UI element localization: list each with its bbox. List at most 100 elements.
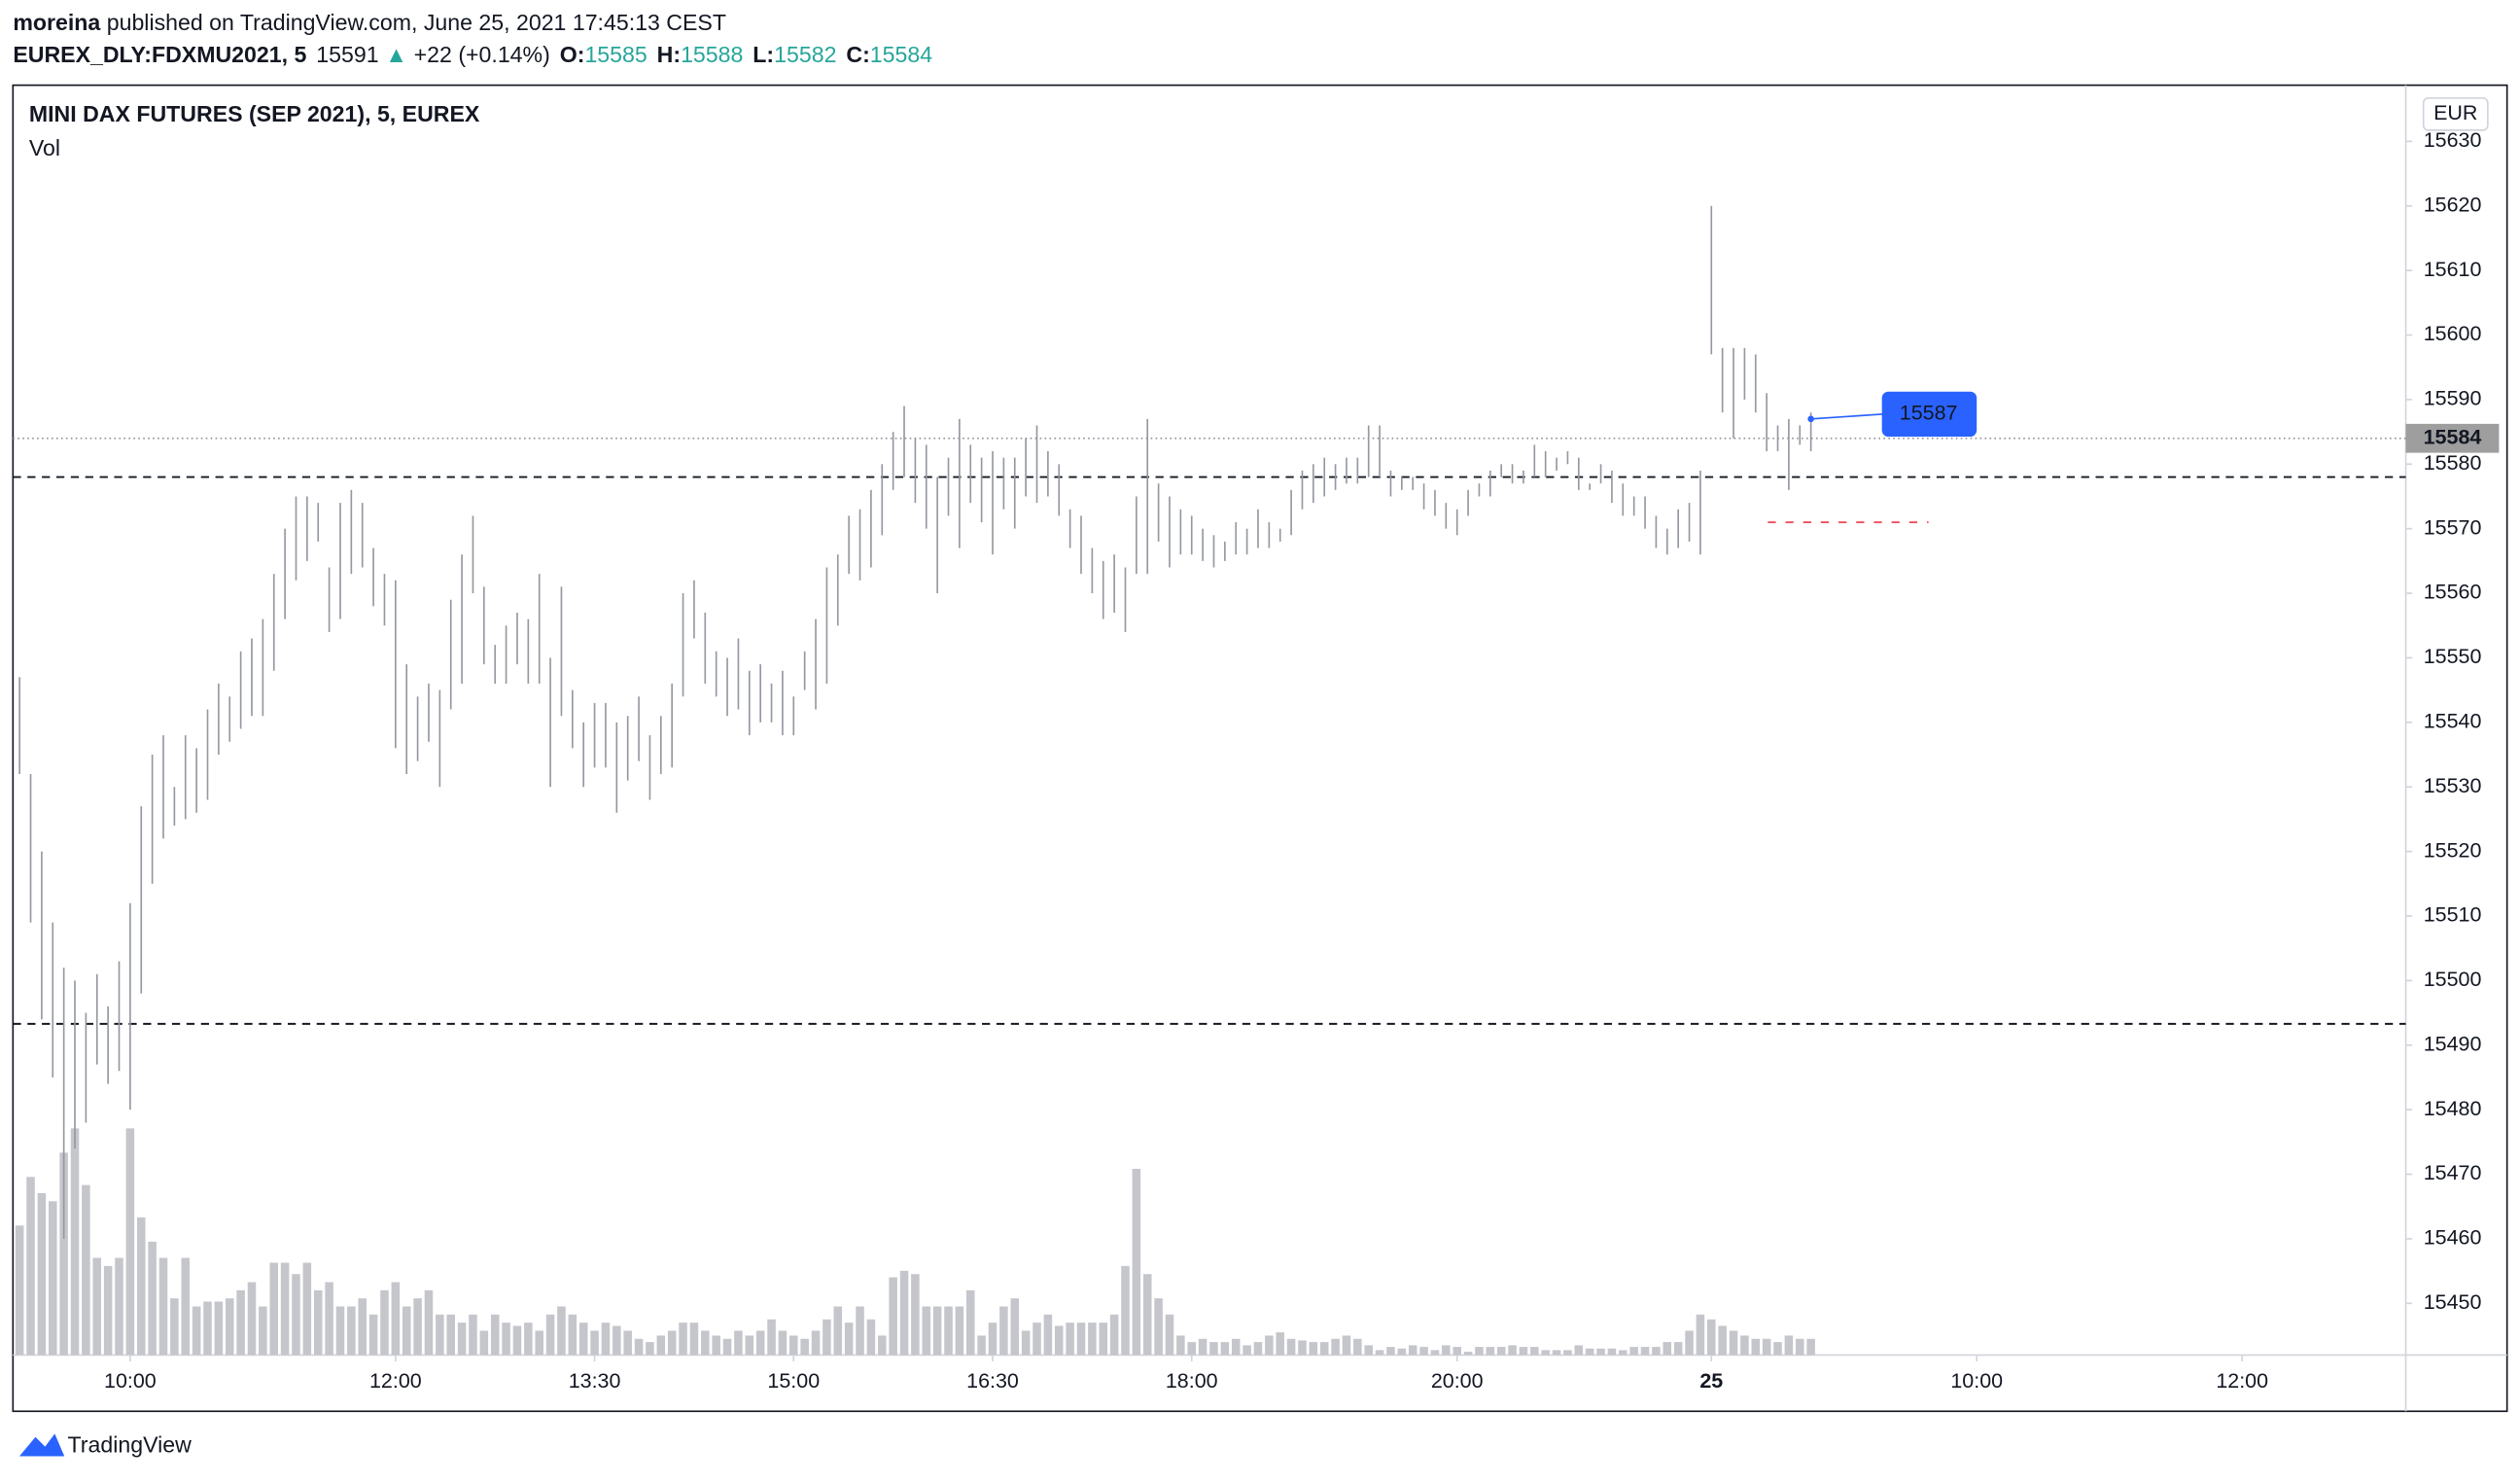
volume-bar <box>269 1262 279 1356</box>
symbol: EUREX_DLY:FDXMU2021, 5 <box>13 42 306 67</box>
volume-bar <box>148 1241 157 1356</box>
currency-box[interactable] <box>2422 97 2489 131</box>
volume-bar <box>977 1335 986 1356</box>
volume-bar <box>1154 1298 1163 1356</box>
volume-bar <box>347 1306 356 1356</box>
volume-bar <box>1364 1345 1373 1356</box>
volume-bar <box>1309 1342 1318 1356</box>
volume-bar <box>1442 1345 1451 1356</box>
volume-bar <box>1187 1342 1197 1356</box>
volume-bar <box>1762 1338 1771 1356</box>
volume-bar <box>37 1192 47 1356</box>
volume-bar <box>1198 1338 1208 1356</box>
volume-bar <box>1176 1335 1185 1356</box>
last-price-label: 15584 <box>2424 425 2482 448</box>
published: published on TradingView.com, June 25, 2… <box>107 10 726 35</box>
volume-bar <box>701 1330 710 1356</box>
callout-line <box>1810 413 1884 420</box>
volume-bar <box>1253 1342 1263 1356</box>
y-tick-label: 15610 <box>2424 258 2482 281</box>
volume-bar <box>1099 1323 1108 1356</box>
volume-bar <box>1563 1350 1572 1356</box>
y-tick-label: 15620 <box>2424 193 2482 216</box>
x-tick-label: 12:00 <box>2216 1369 2268 1393</box>
volume-bar <box>15 1225 24 1356</box>
x-tick-label: 20:00 <box>1431 1369 1484 1393</box>
volume-bar <box>49 1201 57 1356</box>
y-tick-label: 15460 <box>2424 1226 2482 1250</box>
volume-bar <box>225 1298 234 1356</box>
volume-bar <box>1419 1347 1428 1356</box>
volume-bar <box>368 1314 378 1356</box>
volume-bar <box>1375 1350 1384 1356</box>
volume-bar <box>1353 1338 1362 1356</box>
volume-bar <box>866 1319 876 1356</box>
volume-bar <box>767 1319 776 1356</box>
volume-bar <box>1276 1332 1284 1356</box>
volume-bar <box>646 1342 654 1356</box>
volume-bar <box>1386 1347 1395 1356</box>
volume-label: Vol <box>29 135 60 160</box>
volume-bar <box>92 1257 102 1356</box>
last: 15591 <box>316 42 378 67</box>
y-tick-label: 15490 <box>2424 1032 2482 1055</box>
volume-bar <box>656 1335 666 1356</box>
volume-bar <box>844 1323 854 1356</box>
volume-bar <box>214 1301 224 1356</box>
volume-bar <box>1718 1325 1727 1356</box>
ohlc-value: 15585 <box>584 42 647 67</box>
volume-bar <box>1673 1342 1683 1356</box>
volume-bar <box>1286 1338 1296 1356</box>
y-tick-label: 15630 <box>2424 128 2482 152</box>
volume-bar <box>800 1338 809 1356</box>
volume-bar <box>1707 1319 1716 1356</box>
volume-bar <box>1121 1265 1130 1356</box>
volume-bar <box>512 1325 522 1356</box>
brand-logo <box>18 1433 65 1457</box>
volume-bar <box>712 1335 720 1356</box>
ohlc-label: O: <box>560 42 585 67</box>
last-price-box <box>2405 423 2500 453</box>
volume-bar <box>1463 1352 1473 1356</box>
volume-bar <box>722 1338 732 1356</box>
currency: EUR <box>2433 101 2477 124</box>
author: moreina <box>13 10 101 35</box>
volume-bar <box>689 1323 699 1356</box>
volume-bar <box>734 1330 743 1356</box>
volume-bar <box>1430 1350 1440 1356</box>
x-tick-label: 15:00 <box>767 1369 820 1393</box>
arrow: ▲ <box>385 42 407 67</box>
volume-bar <box>590 1330 599 1356</box>
volume-bar <box>955 1306 964 1356</box>
volume-bar <box>59 1152 68 1356</box>
y-tick-label: 15600 <box>2424 322 2482 345</box>
volume-bar <box>623 1330 632 1356</box>
volume-bar <box>1552 1350 1561 1356</box>
y-tick-label: 15540 <box>2424 710 2482 733</box>
volume-bar <box>966 1289 975 1356</box>
volume-bar <box>1342 1335 1351 1356</box>
header-line-2: EUREX_DLY:FDXMU2021, 5 15591 ▲ +22 (+0.14%)… <box>13 42 932 67</box>
volume-bar <box>1740 1335 1749 1356</box>
volume-bar <box>932 1306 942 1356</box>
volume-bar <box>1165 1314 1174 1356</box>
x-tick-label: 10:00 <box>1950 1369 2003 1393</box>
volume-bar <box>1475 1347 1484 1356</box>
volume-bar <box>1088 1323 1097 1356</box>
callout-dot <box>1807 415 1814 423</box>
volume-bar <box>1032 1323 1041 1356</box>
callout-label: 15587 <box>1900 402 1958 425</box>
volume-bar <box>1242 1345 1251 1356</box>
volume-bar <box>446 1314 455 1356</box>
volume-bar <box>203 1301 212 1356</box>
volume-bar <box>313 1289 323 1356</box>
y-tick-label: 15580 <box>2424 451 2482 475</box>
chart-title: MINI DAX FUTURES (SEP 2021), 5, EUREX <box>29 101 480 126</box>
volume-bar <box>1508 1345 1517 1356</box>
volume-bar <box>292 1274 300 1356</box>
volume-bar <box>899 1270 909 1356</box>
volume-bar <box>911 1274 920 1356</box>
volume-bar <box>1220 1342 1230 1356</box>
